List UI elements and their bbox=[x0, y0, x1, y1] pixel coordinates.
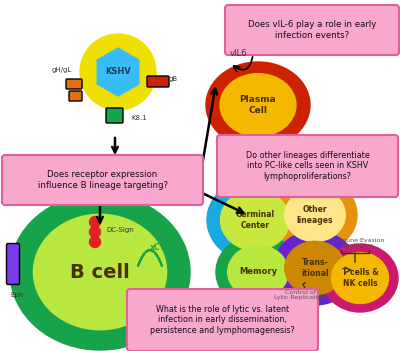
Text: gB: gB bbox=[168, 76, 178, 82]
Text: xCT: xCT bbox=[150, 244, 166, 252]
Text: Other
lineages: Other lineages bbox=[297, 205, 333, 225]
Text: DC-Sign: DC-Sign bbox=[106, 227, 134, 233]
FancyBboxPatch shape bbox=[69, 91, 82, 101]
FancyBboxPatch shape bbox=[66, 79, 82, 89]
Circle shape bbox=[90, 226, 100, 238]
Ellipse shape bbox=[285, 188, 345, 241]
FancyBboxPatch shape bbox=[217, 135, 398, 197]
Text: Does vIL-6 play a role in early
infection events?: Does vIL-6 play a role in early infectio… bbox=[248, 20, 376, 40]
Ellipse shape bbox=[228, 245, 288, 299]
Circle shape bbox=[80, 34, 156, 110]
Ellipse shape bbox=[220, 190, 290, 250]
FancyBboxPatch shape bbox=[127, 289, 318, 351]
Text: Trans-
itional: Trans- itional bbox=[301, 258, 329, 278]
FancyBboxPatch shape bbox=[147, 76, 169, 87]
Text: Plasma
Cell: Plasma Cell bbox=[240, 95, 276, 115]
Text: K8.1: K8.1 bbox=[131, 115, 147, 121]
Text: What is the role of lytic vs. latent
infection in early dissemination,
persisten: What is the role of lytic vs. latent inf… bbox=[150, 305, 295, 335]
FancyBboxPatch shape bbox=[225, 5, 399, 55]
Ellipse shape bbox=[216, 235, 300, 309]
Ellipse shape bbox=[206, 62, 310, 148]
Text: vIL6: vIL6 bbox=[229, 49, 247, 59]
Ellipse shape bbox=[10, 194, 190, 350]
Ellipse shape bbox=[273, 178, 357, 252]
Ellipse shape bbox=[220, 74, 296, 137]
Text: Immune Evasion
Strategies: Immune Evasion Strategies bbox=[332, 238, 384, 249]
Ellipse shape bbox=[207, 178, 303, 262]
Circle shape bbox=[90, 237, 100, 247]
Text: Memory: Memory bbox=[239, 267, 277, 277]
Text: gH/gL: gH/gL bbox=[52, 67, 72, 73]
FancyBboxPatch shape bbox=[6, 244, 20, 285]
Ellipse shape bbox=[34, 214, 166, 330]
Text: Germinal
Center: Germinal Center bbox=[236, 210, 274, 230]
Ellipse shape bbox=[322, 244, 398, 312]
Text: KSHV: KSHV bbox=[105, 67, 131, 77]
Text: B cell: B cell bbox=[70, 263, 130, 282]
FancyBboxPatch shape bbox=[2, 155, 203, 205]
Ellipse shape bbox=[273, 231, 357, 305]
Text: Eph: Eph bbox=[10, 292, 23, 298]
Text: T cells &
NK cells: T cells & NK cells bbox=[342, 268, 378, 288]
Ellipse shape bbox=[332, 252, 388, 304]
Circle shape bbox=[90, 217, 100, 227]
FancyBboxPatch shape bbox=[106, 108, 123, 123]
Text: Do other lineages differentiate
into PC-like cells seen in KSHV
lymphoproliferat: Do other lineages differentiate into PC-… bbox=[246, 151, 369, 181]
Text: Control of
Lytic Replication: Control of Lytic Replication bbox=[274, 290, 326, 300]
Ellipse shape bbox=[285, 241, 345, 294]
Text: Does receptor expression
influence B lineage targeting?: Does receptor expression influence B lin… bbox=[38, 170, 168, 190]
